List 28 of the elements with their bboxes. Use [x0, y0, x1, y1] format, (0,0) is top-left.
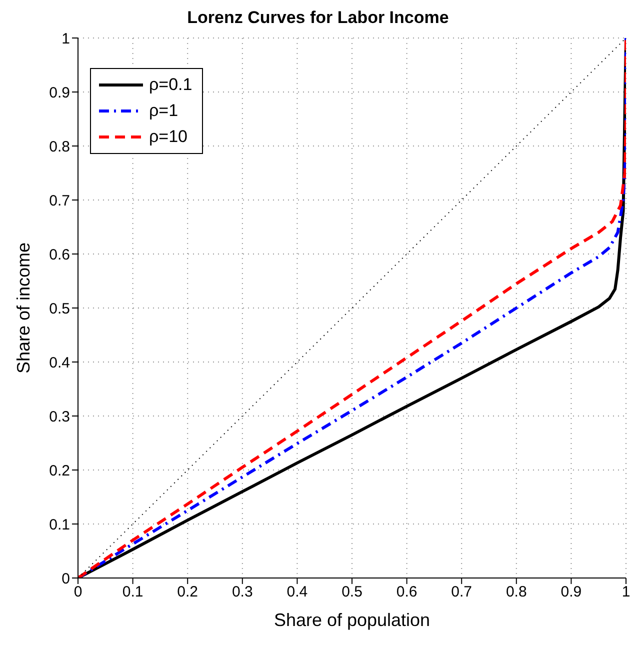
x-tick-label: 0.5 — [342, 584, 362, 601]
x-axis-title: Share of population — [274, 610, 430, 630]
x-tick-label: 0.2 — [177, 584, 198, 601]
x-tick-label: 0.6 — [396, 584, 418, 601]
x-tick-label: 1 — [622, 584, 630, 601]
y-tick-label: 0.8 — [49, 138, 70, 156]
y-tick-label: 0.4 — [49, 354, 70, 372]
y-tick-label: 0.9 — [49, 84, 70, 102]
y-tick-label: 0.7 — [49, 192, 70, 210]
y-tick-label: 0.5 — [49, 300, 70, 318]
chart-title: Lorenz Curves for Labor Income — [186, 8, 450, 28]
x-tick-label: 0.4 — [286, 584, 308, 601]
x-tick-label: 0.8 — [506, 584, 527, 601]
x-tick-label: 0.1 — [122, 584, 144, 601]
legend-label: ρ=1 — [149, 101, 178, 121]
x-tick-label: 0.3 — [232, 584, 253, 601]
y-tick-label: 0.1 — [49, 516, 70, 534]
y-tick-label: 0.6 — [49, 246, 70, 264]
y-tick-label: 0.2 — [49, 462, 70, 480]
y-tick-label: 1 — [62, 30, 70, 48]
legend-label: ρ=10 — [149, 127, 188, 147]
legend-label: ρ=0.1 — [149, 75, 192, 95]
y-tick-label: 0.3 — [49, 408, 70, 426]
y-tick-label: 0 — [62, 570, 70, 588]
x-tick-label: 0.9 — [560, 584, 582, 601]
x-tick-label: 0 — [74, 584, 82, 601]
x-tick-label: 0.7 — [451, 584, 472, 601]
y-axis-title: Share of income — [13, 242, 34, 374]
